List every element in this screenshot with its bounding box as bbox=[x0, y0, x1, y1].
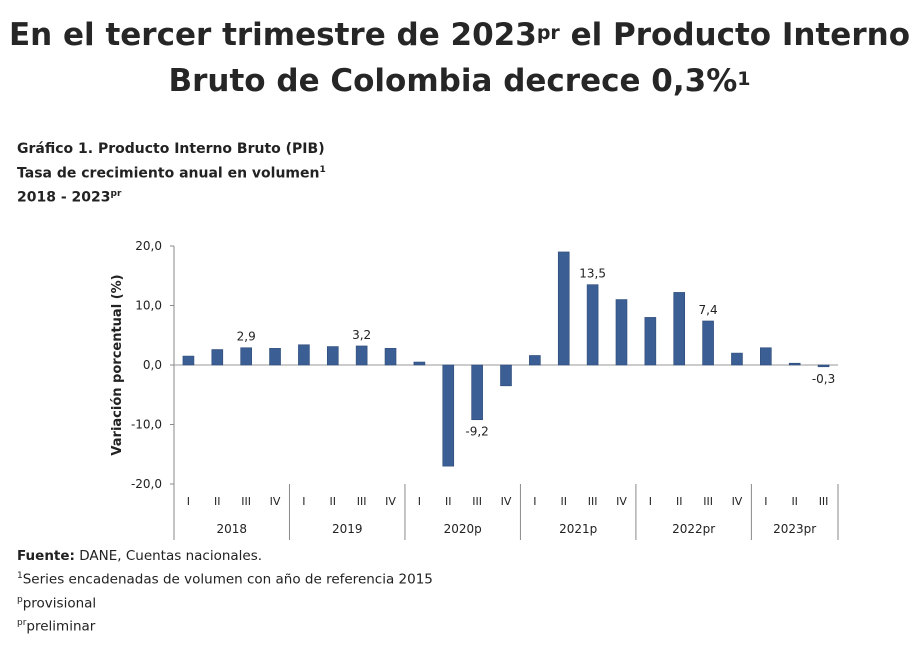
chart-subtitle-text: Tasa de crecimiento anual en volumen bbox=[17, 165, 320, 182]
year-label: 2021p bbox=[559, 522, 597, 536]
year-label: 2019 bbox=[332, 522, 363, 536]
year-label: 2020p bbox=[444, 522, 482, 536]
bar-q18 bbox=[673, 292, 686, 366]
chart-title-line-1: Gráfico 1. Producto Interno Bruto (PIB) bbox=[17, 141, 325, 157]
bar-q11 bbox=[471, 364, 483, 421]
quarter-label: IV bbox=[270, 495, 281, 508]
footnote-1: 1Series encadenadas de volumen con año d… bbox=[17, 571, 433, 588]
bar-q16 bbox=[615, 299, 628, 366]
quarter-label: II bbox=[560, 495, 567, 508]
bar-q1 bbox=[182, 355, 195, 366]
data-label: -9,2 bbox=[465, 425, 488, 439]
quarter-label: IV bbox=[385, 495, 396, 508]
footnote-1-marker: 1 bbox=[17, 571, 23, 581]
headline-line-1: En el tercer trimestre de 2023pr el Prod… bbox=[0, 12, 919, 58]
bar-q9 bbox=[413, 361, 426, 366]
headline-sup-pr: pr bbox=[536, 22, 560, 44]
quarter-label: I bbox=[764, 495, 767, 508]
bar-q2 bbox=[211, 349, 224, 366]
bar-q10 bbox=[442, 364, 455, 467]
quarter-label: II bbox=[445, 495, 452, 508]
y-tick-label: 10,0 bbox=[135, 299, 162, 313]
footnote-2-marker: p bbox=[17, 595, 23, 605]
bar-q17 bbox=[644, 317, 657, 366]
y-tick-label: -10,0 bbox=[131, 418, 162, 432]
headline-text-a: En el tercer trimestre de 2023 bbox=[8, 17, 537, 53]
footnote-2: pprovisional bbox=[17, 595, 96, 612]
y-tick-label: -20,0 bbox=[131, 477, 162, 491]
data-label: 13,5 bbox=[579, 267, 606, 281]
bar-q23 bbox=[817, 364, 830, 368]
headline-text-b: el Producto Interno bbox=[559, 17, 910, 53]
page-headline: En el tercer trimestre de 2023pr el Prod… bbox=[0, 12, 919, 104]
quarter-label: II bbox=[676, 495, 683, 508]
footnote-1-text: Series encadenadas de volumen con año de… bbox=[22, 571, 433, 588]
quarter-label: III bbox=[357, 495, 367, 508]
bar-q6 bbox=[326, 346, 339, 366]
bar-q21 bbox=[760, 347, 772, 366]
footnote-2-text: provisional bbox=[22, 595, 97, 612]
bar-q12 bbox=[500, 364, 512, 387]
headline-text-c: Bruto de Colombia decrece 0,3% bbox=[168, 63, 738, 99]
quarter-label: I bbox=[418, 495, 421, 508]
bar-q3 bbox=[240, 347, 252, 366]
quarter-label: I bbox=[533, 495, 536, 508]
bar-q14 bbox=[557, 251, 570, 366]
year-label: 2023pr bbox=[773, 522, 816, 536]
bar-q22 bbox=[788, 362, 801, 366]
chart-period-sup: pr bbox=[110, 189, 122, 199]
quarter-label: IV bbox=[616, 495, 627, 508]
data-label: 7,4 bbox=[699, 303, 718, 317]
y-tick-label: 20,0 bbox=[135, 239, 162, 253]
chart-title-line-3: 2018 - 2023pr bbox=[17, 189, 121, 206]
data-label: -0,3 bbox=[812, 372, 835, 386]
y-tick-label: 0,0 bbox=[143, 358, 162, 372]
source-text: DANE, Cuentas nacionales. bbox=[74, 548, 263, 564]
year-label: 2022pr bbox=[672, 522, 715, 536]
bar-q13 bbox=[529, 355, 541, 366]
source-label: Fuente: bbox=[17, 548, 75, 564]
bar-q20 bbox=[731, 352, 743, 366]
quarter-label: I bbox=[302, 495, 305, 508]
chart-subtitle-sup: 1 bbox=[319, 165, 326, 175]
quarter-label: II bbox=[330, 495, 337, 508]
bar-q5 bbox=[298, 344, 310, 366]
headline-line-2: Bruto de Colombia decrece 0,3%1 bbox=[0, 58, 919, 104]
footnote-3: prpreliminar bbox=[17, 618, 95, 635]
quarter-label: III bbox=[588, 495, 598, 508]
quarter-label: IV bbox=[732, 495, 743, 508]
y-axis-title: Variación porcentual (%) bbox=[110, 274, 125, 455]
headline-sup-1: 1 bbox=[737, 68, 751, 90]
quarter-label: III bbox=[703, 495, 713, 508]
quarter-label: I bbox=[187, 495, 190, 508]
bar-q8 bbox=[384, 348, 397, 366]
footnote-3-text: preliminar bbox=[26, 618, 96, 635]
bar-q4 bbox=[269, 348, 281, 366]
quarter-label: II bbox=[214, 495, 221, 508]
chart-title-line-2: Tasa de crecimiento anual en volumen1 bbox=[17, 165, 326, 182]
quarter-label: I bbox=[649, 495, 652, 508]
data-label: 3,2 bbox=[352, 328, 371, 342]
quarter-label: III bbox=[241, 495, 251, 508]
quarter-label: IV bbox=[501, 495, 512, 508]
chart-period-text: 2018 - 2023 bbox=[17, 189, 111, 206]
quarter-label: III bbox=[472, 495, 482, 508]
year-label: 2018 bbox=[216, 522, 247, 536]
source-note: Fuente: DANE, Cuentas nacionales. bbox=[17, 548, 262, 564]
quarter-label: II bbox=[791, 495, 798, 508]
quarter-label: III bbox=[819, 495, 829, 508]
bar-q19 bbox=[702, 320, 714, 366]
footnote-3-marker: pr bbox=[17, 618, 27, 628]
data-label: 2,9 bbox=[237, 330, 256, 344]
bar-q15 bbox=[586, 284, 599, 366]
bar-q7 bbox=[355, 345, 368, 366]
